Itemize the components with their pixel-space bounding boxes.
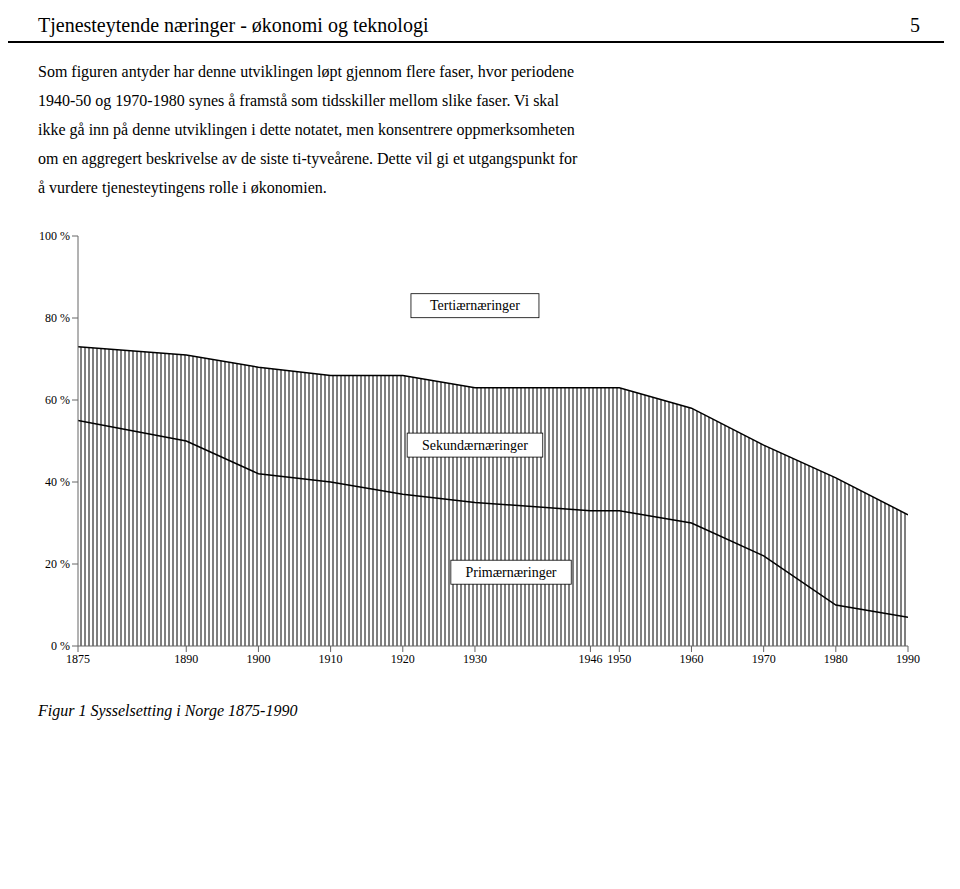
svg-text:1910: 1910 (319, 652, 343, 666)
html-text:Tjenesteytende næringer - økon: Tjenesteytende næringer - økonomi og tek… (38, 14, 429, 36)
svg-text:1980: 1980 (824, 652, 848, 666)
svg-text:1960: 1960 (679, 652, 703, 666)
svg-text:1920: 1920 (391, 652, 415, 666)
html-text:Figur 1 Sysselsetting i Norge: Figur 1 Sysselsetting i Norge 1875-1990 (38, 702, 298, 719)
svg-text:Tertiærnæringer: Tertiærnæringer (430, 298, 520, 313)
svg-text:100 %: 100 % (39, 229, 70, 243)
html-text:å vurdere tjenesteytingens rol: å vurdere tjenesteytingens rolle i økono… (38, 179, 327, 196)
html-text:1940-50 og 1970-1980 synes å f: 1940-50 og 1970-1980 synes å framstå som… (38, 92, 559, 109)
svg-text:40 %: 40 % (45, 475, 70, 489)
svg-text:1946: 1946 (578, 652, 602, 666)
svg-text:60 %: 60 % (45, 393, 70, 407)
svg-text:1900: 1900 (246, 652, 270, 666)
html-text:om en aggregert beskrivelse av: om en aggregert beskrivelse av de siste … (38, 150, 578, 167)
svg-text:1970: 1970 (752, 652, 776, 666)
svg-text:1950: 1950 (607, 652, 631, 666)
html-text:Som figuren antyder har denne: Som figuren antyder har denne utviklinge… (38, 63, 575, 80)
svg-text:1875: 1875 (66, 652, 90, 666)
html-text:ikke gå inn på denne utvikling: ikke gå inn på denne utviklingen i dette… (38, 121, 575, 138)
html-text:5: 5 (910, 14, 920, 36)
svg-text:1930: 1930 (463, 652, 487, 666)
svg-text:1990: 1990 (896, 652, 920, 666)
svg-text:1890: 1890 (174, 652, 198, 666)
svg-text:20 %: 20 % (45, 557, 70, 571)
svg-text:80 %: 80 % (45, 311, 70, 325)
svg-text:Sekundærnæringer: Sekundærnæringer (422, 438, 528, 453)
svg-text:Primærnæringer: Primærnæringer (466, 565, 557, 580)
svg-text:0 %: 0 % (51, 639, 70, 653)
